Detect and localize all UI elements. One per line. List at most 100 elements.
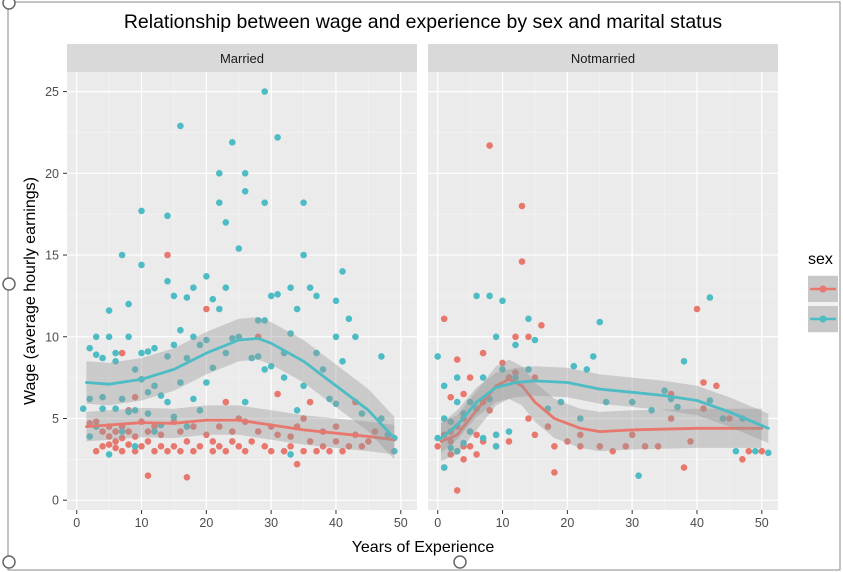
point-teal bbox=[391, 447, 398, 455]
point-red bbox=[144, 472, 152, 480]
point-teal bbox=[241, 188, 249, 195]
point-teal bbox=[99, 354, 106, 362]
point-red bbox=[190, 447, 197, 455]
point-red bbox=[151, 423, 158, 430]
point-red bbox=[313, 447, 320, 455]
y-tick-label: 25 bbox=[45, 85, 59, 99]
point-teal bbox=[267, 362, 275, 370]
point-red bbox=[118, 447, 126, 455]
point-teal bbox=[313, 349, 320, 357]
point-teal bbox=[196, 407, 204, 414]
point-teal bbox=[453, 447, 461, 455]
point-teal bbox=[241, 398, 249, 406]
point-teal bbox=[570, 362, 578, 370]
facet-label-notmarried: Notmarried bbox=[571, 51, 635, 66]
confidence-band-red bbox=[86, 405, 395, 455]
point-teal bbox=[151, 428, 158, 435]
point-red bbox=[726, 415, 733, 422]
point-teal bbox=[505, 428, 513, 435]
point-red bbox=[358, 443, 366, 450]
point-red bbox=[196, 443, 204, 450]
point-teal bbox=[287, 451, 294, 458]
point-red bbox=[125, 428, 132, 435]
resize-handle-bottom-left[interactable] bbox=[2, 555, 16, 569]
point-red bbox=[577, 443, 584, 450]
point-teal bbox=[378, 353, 385, 360]
point-teal bbox=[499, 297, 506, 305]
point-teal bbox=[261, 88, 269, 95]
point-red bbox=[229, 428, 236, 435]
point-red bbox=[209, 438, 217, 445]
point-red bbox=[693, 305, 701, 313]
point-red bbox=[700, 379, 707, 386]
point-teal bbox=[765, 449, 772, 457]
point-teal bbox=[183, 423, 191, 430]
point-teal bbox=[144, 389, 152, 396]
point-teal bbox=[131, 407, 139, 414]
point-red bbox=[241, 447, 249, 455]
point-red bbox=[280, 447, 288, 455]
point-teal bbox=[274, 134, 281, 141]
point-teal bbox=[434, 353, 442, 360]
resize-handle-left[interactable] bbox=[2, 277, 16, 291]
x-tick-label: 20 bbox=[560, 516, 574, 530]
point-teal bbox=[492, 333, 500, 341]
point-red bbox=[183, 438, 191, 445]
point-teal bbox=[332, 333, 340, 341]
x-tick-label: 30 bbox=[625, 516, 639, 530]
y-tick-label: 5 bbox=[52, 412, 59, 426]
point-teal bbox=[105, 307, 113, 314]
point-teal bbox=[235, 245, 243, 252]
point-teal bbox=[577, 415, 584, 422]
point-teal bbox=[86, 395, 93, 403]
point-red bbox=[609, 447, 616, 455]
point-red bbox=[667, 415, 675, 422]
point-red bbox=[365, 438, 372, 445]
point-red bbox=[486, 407, 493, 414]
point-red bbox=[551, 443, 558, 450]
point-teal bbox=[635, 472, 642, 480]
point-teal bbox=[261, 199, 269, 206]
point-red bbox=[112, 444, 119, 452]
point-teal bbox=[138, 349, 145, 357]
point-teal bbox=[525, 366, 532, 373]
point-teal bbox=[105, 451, 113, 458]
point-teal bbox=[190, 284, 197, 292]
resize-handle-bottom[interactable] bbox=[453, 555, 467, 569]
point-red bbox=[453, 487, 461, 494]
point-teal bbox=[661, 387, 668, 395]
smooth-line-teal bbox=[439, 379, 770, 440]
point-teal bbox=[222, 219, 230, 226]
point-teal bbox=[525, 315, 532, 323]
point-red bbox=[177, 428, 184, 435]
point-teal bbox=[125, 300, 132, 308]
point-teal bbox=[170, 341, 178, 349]
point-red bbox=[505, 438, 513, 445]
confidence-band-teal bbox=[86, 317, 395, 460]
y-tick-label: 0 bbox=[52, 494, 59, 508]
point-teal bbox=[235, 333, 243, 341]
point-red bbox=[118, 434, 126, 442]
point-red bbox=[466, 374, 474, 381]
point-red bbox=[112, 428, 119, 435]
point-red bbox=[177, 447, 184, 455]
point-teal bbox=[512, 341, 519, 349]
point-red bbox=[326, 447, 333, 455]
y-tick-label: 10 bbox=[45, 330, 59, 344]
point-red bbox=[577, 431, 584, 439]
chart-title: Relationship between wage and experience… bbox=[124, 11, 723, 33]
point-red bbox=[447, 438, 455, 445]
point-red bbox=[144, 428, 152, 435]
x-tick-label: 40 bbox=[690, 516, 704, 530]
point-red bbox=[654, 443, 662, 450]
point-teal bbox=[125, 408, 132, 416]
point-teal bbox=[118, 428, 126, 435]
point-teal bbox=[164, 277, 171, 285]
point-teal bbox=[300, 199, 307, 206]
point-red bbox=[170, 443, 178, 450]
point-red bbox=[596, 443, 604, 450]
point-teal bbox=[358, 410, 366, 417]
resize-handle-top-left[interactable] bbox=[2, 0, 16, 10]
point-teal bbox=[229, 335, 236, 342]
